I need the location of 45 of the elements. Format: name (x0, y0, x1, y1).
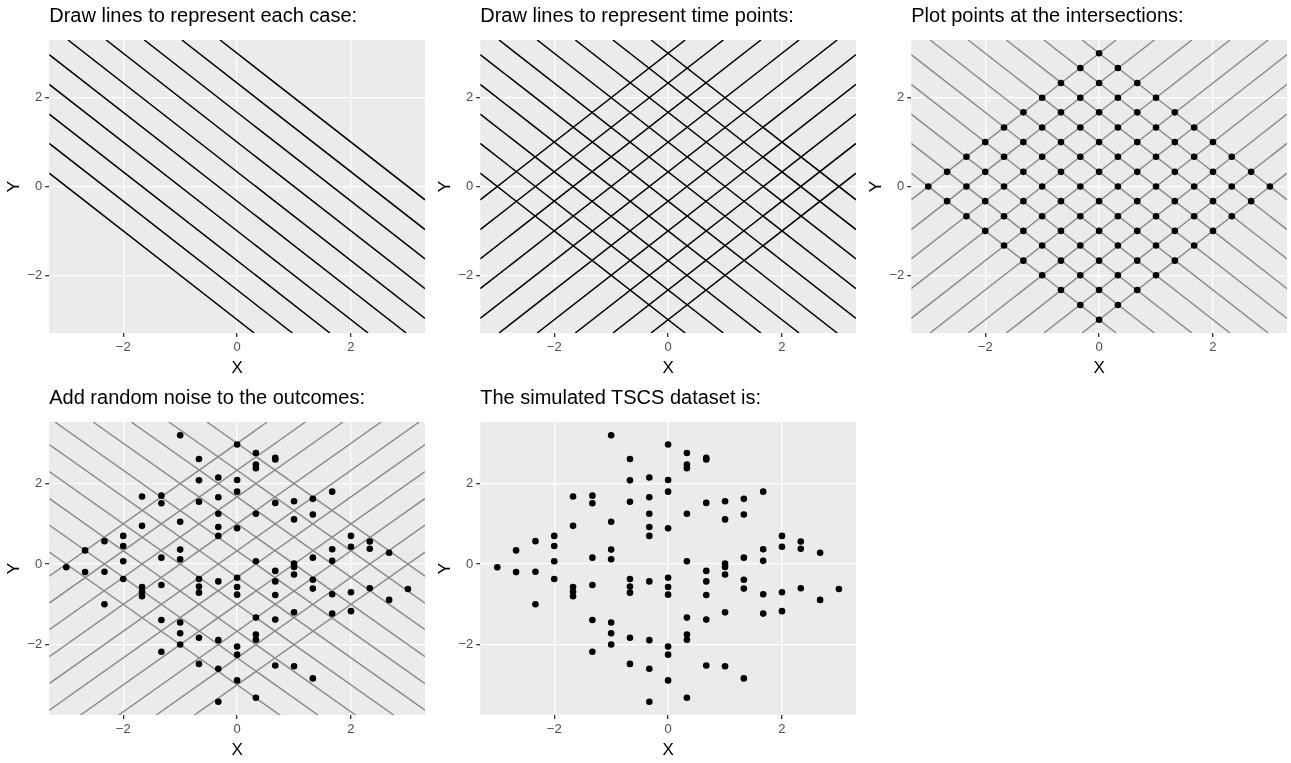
x-tick-label: 0 (1095, 339, 1103, 355)
y-tick-label: 0 (465, 555, 474, 571)
x-tick-label: 2 (347, 339, 355, 355)
x-tick-label: −2 (977, 339, 993, 355)
y-axis-title: Y (434, 562, 454, 575)
y-tick-label: 0 (34, 178, 43, 194)
y-tick-label: 0 (896, 178, 905, 194)
x-tick-label: −2 (546, 721, 562, 737)
y-tick-label: 0 (465, 178, 474, 194)
x-tick-label: −2 (115, 339, 131, 355)
chart-title: Draw lines to represent time points: (480, 4, 794, 26)
y-axis-title: Y (865, 180, 885, 193)
chart-title: Draw lines to represent each case: (49, 4, 358, 26)
x-tick-label: −2 (115, 721, 131, 737)
y-tick-label: −2 (458, 636, 474, 652)
x-axis-title: X (662, 740, 674, 760)
x-tick-label: 2 (1209, 339, 1217, 355)
y-tick-label: 2 (465, 89, 474, 105)
chart-title: Plot points at the intersections: (911, 4, 1184, 26)
x-tick-label: 2 (778, 721, 786, 737)
y-axis-title: Y (3, 180, 23, 193)
x-tick-label: 2 (778, 339, 786, 355)
y-tick-label: −2 (27, 636, 43, 652)
y-tick-label: 2 (465, 475, 474, 491)
x-tick-label: 0 (233, 721, 241, 737)
x-tick-label: 2 (347, 721, 355, 737)
chart-title: The simulated TSCS dataset is: (480, 386, 762, 408)
y-tick-label: 2 (34, 89, 43, 105)
x-tick-label: 0 (664, 339, 672, 355)
y-axis-title: Y (434, 180, 454, 193)
y-tick-label: 0 (34, 555, 43, 571)
x-axis-title: X (231, 358, 243, 378)
y-tick-label: −2 (27, 266, 43, 282)
x-tick-label: 0 (233, 339, 241, 355)
y-tick-label: −2 (889, 266, 905, 282)
x-tick-label: −2 (546, 339, 562, 355)
y-tick-label: 2 (34, 475, 43, 491)
x-axis-title: X (662, 358, 674, 378)
y-axis-title: Y (3, 562, 23, 575)
x-axis-title: X (231, 740, 243, 760)
x-axis-title: X (1093, 358, 1105, 378)
y-tick-label: 2 (896, 89, 905, 105)
x-tick-label: 0 (664, 721, 672, 737)
chart-title: Add random noise to the outcomes: (49, 386, 365, 408)
y-tick-label: −2 (458, 266, 474, 282)
